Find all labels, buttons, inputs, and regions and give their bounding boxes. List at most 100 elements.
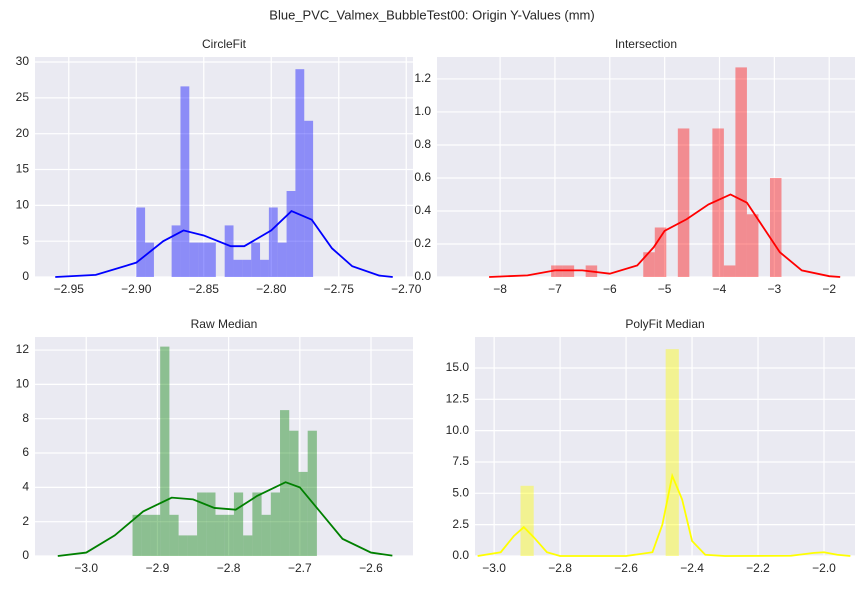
x-tick-label: −7 (548, 282, 562, 296)
density-curve (55, 210, 393, 278)
x-tick-label: −2 (822, 282, 836, 296)
bar (141, 514, 151, 556)
bar (187, 535, 198, 556)
bar (198, 242, 207, 277)
x-tick-label: −2.8 (548, 561, 572, 575)
y-tick-label: 1.0 (414, 104, 431, 118)
y-tick-label: 10.0 (446, 423, 470, 437)
bar (746, 214, 759, 277)
y-tick-label: 6 (22, 445, 29, 459)
y-tick-label: 5 (22, 233, 29, 247)
y-tick-label: 12 (16, 342, 30, 356)
y-tick-label: 8 (22, 411, 29, 425)
x-tick-label: −5 (658, 282, 672, 296)
density-curve (57, 481, 393, 557)
density-curve (489, 193, 841, 278)
bar (261, 514, 271, 556)
y-tick-label: 0.0 (414, 269, 431, 283)
subplot-title: CircleFit (202, 37, 247, 51)
x-tick-label: −6 (603, 282, 617, 296)
x-tick-label: −8 (493, 282, 507, 296)
x-tick-label: −2.6 (614, 561, 638, 575)
x-tick-label: −2.75 (324, 282, 355, 296)
bar (520, 485, 534, 556)
bar (224, 225, 234, 277)
x-tick-label: −2.4 (680, 561, 704, 575)
y-tick-label: 2.5 (452, 517, 469, 531)
x-tick-label: −2.8 (217, 561, 241, 575)
bar (233, 492, 244, 556)
y-tick-label: 1.2 (414, 71, 431, 85)
x-tick-label: −3 (768, 282, 782, 296)
y-tick-label: 0.8 (414, 137, 431, 151)
bar (270, 492, 281, 556)
x-tick-label: −2.80 (256, 282, 287, 296)
bar (654, 227, 667, 277)
bar (304, 120, 314, 277)
y-tick-label: 0.0 (452, 548, 469, 562)
bar (242, 259, 252, 277)
y-tick-label: 0 (22, 548, 29, 562)
x-tick-label: −2.90 (121, 282, 152, 296)
bar (233, 259, 243, 277)
x-tick-label: −2.7 (288, 561, 312, 575)
bar (295, 69, 305, 278)
plot-area (35, 337, 413, 556)
bar (735, 67, 747, 277)
x-tick-label: −4 (713, 282, 727, 296)
bar (215, 514, 225, 556)
y-tick-label: 4 (22, 480, 29, 494)
bar (268, 207, 278, 277)
bar (298, 471, 308, 556)
x-tick-label: −2.9 (146, 561, 170, 575)
bar (189, 242, 199, 277)
plot-area (437, 57, 855, 277)
bar (677, 128, 690, 277)
y-tick-label: 5.0 (452, 485, 469, 499)
bar (136, 207, 146, 277)
y-tick-label: 0 (22, 269, 29, 283)
y-tick-label: 2 (22, 514, 29, 528)
plot-area (35, 57, 413, 277)
x-tick-label: −2.85 (189, 282, 220, 296)
y-tick-label: 0.4 (414, 203, 431, 217)
x-tick-label: −2.0 (812, 561, 836, 575)
bar (723, 265, 736, 277)
bar (178, 535, 188, 556)
bar (160, 346, 170, 556)
figure-title: Blue_PVC_Valmex_BubbleTest00: Origin Y-V… (269, 7, 594, 22)
density-curve (477, 472, 851, 557)
bar (665, 349, 679, 556)
bar (132, 514, 142, 556)
y-tick-label: 0.2 (414, 236, 431, 250)
bar (260, 259, 269, 277)
x-tick-label: −2.6 (359, 561, 383, 575)
y-tick-label: 10 (16, 377, 30, 391)
y-tick-label: 30 (16, 54, 30, 68)
bar (769, 177, 782, 277)
bar (169, 514, 179, 556)
bar (197, 492, 207, 556)
bar (307, 430, 317, 556)
bar (277, 242, 287, 277)
bar (206, 242, 216, 277)
subplot-title: PolyFit Median (625, 317, 704, 331)
bar (251, 242, 261, 277)
bar (643, 252, 655, 277)
x-tick-label: −2.2 (746, 561, 770, 575)
subplot-title: Raw Median (191, 317, 258, 331)
x-tick-label: −3.0 (482, 561, 506, 575)
y-tick-label: 15 (16, 162, 30, 176)
y-tick-label: 10 (16, 198, 30, 212)
y-tick-label: 0.6 (414, 170, 431, 184)
y-tick-label: 20 (16, 126, 30, 140)
y-tick-label: 25 (16, 90, 30, 104)
bar (252, 492, 262, 556)
y-tick-label: 15.0 (446, 360, 470, 374)
bar (206, 492, 216, 556)
bar (224, 514, 234, 556)
bar (712, 128, 724, 277)
y-tick-label: 12.5 (446, 391, 470, 405)
x-tick-label: −3.0 (74, 561, 98, 575)
